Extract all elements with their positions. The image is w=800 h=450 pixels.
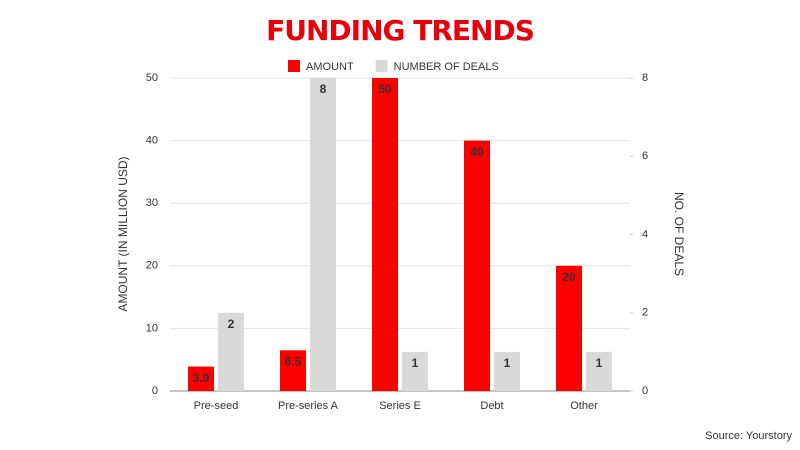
bar: [556, 265, 582, 391]
x-tick-label: Pre-series A: [278, 400, 339, 412]
bar: [586, 351, 612, 391]
x-tick-label: Other: [570, 400, 598, 412]
y-tick-label: 20: [146, 260, 158, 272]
bar: [280, 350, 306, 391]
x-tick-label: Series E: [379, 400, 421, 412]
x-tick-label: Pre-seed: [194, 400, 239, 412]
value-label: 20: [562, 270, 576, 284]
bar: [218, 312, 244, 391]
value-label: 1: [412, 356, 419, 370]
bar: [188, 366, 214, 391]
legend-swatch: [288, 60, 300, 72]
y2-tick-label: 4: [642, 228, 648, 240]
value-label: 40: [470, 145, 484, 159]
y2-tick-label: 6: [642, 150, 648, 162]
value-label: 2: [228, 317, 235, 331]
bar: [494, 351, 520, 391]
legend-swatch: [375, 60, 388, 72]
y2-tick-label: 0: [642, 385, 648, 397]
y2-tick-label: 8: [642, 72, 648, 84]
bar: [310, 78, 336, 391]
y-tick-label: 10: [146, 322, 158, 334]
value-label: 50: [378, 82, 392, 96]
value-label: 1: [596, 356, 603, 370]
bar: [402, 351, 428, 391]
x-tick-label: Debt: [480, 400, 503, 412]
y-tick-label: 30: [146, 197, 158, 209]
legend-label: NUMBER OF DEALS: [394, 61, 499, 73]
source-note: Source: Yourstory: [705, 430, 792, 442]
bar: [372, 78, 398, 391]
y-tick-label: 40: [146, 135, 158, 147]
value-label: 1: [504, 356, 511, 370]
y2-tick-label: 2: [642, 307, 648, 319]
y-axis-title: AMOUNT (IN MILLION USD): [116, 156, 130, 311]
value-label: 6.5: [285, 354, 302, 368]
value-label: 3.9: [193, 371, 210, 385]
y-tick-label: 50: [146, 72, 158, 84]
legend-label: AMOUNT: [306, 61, 354, 73]
y2-axis-title: NO. OF DEALS: [672, 192, 686, 276]
value-label: 8: [320, 82, 327, 96]
chart-title: FUNDING TRENDS: [266, 14, 534, 47]
y-tick-label: 0: [152, 385, 158, 397]
bar: [464, 140, 490, 391]
